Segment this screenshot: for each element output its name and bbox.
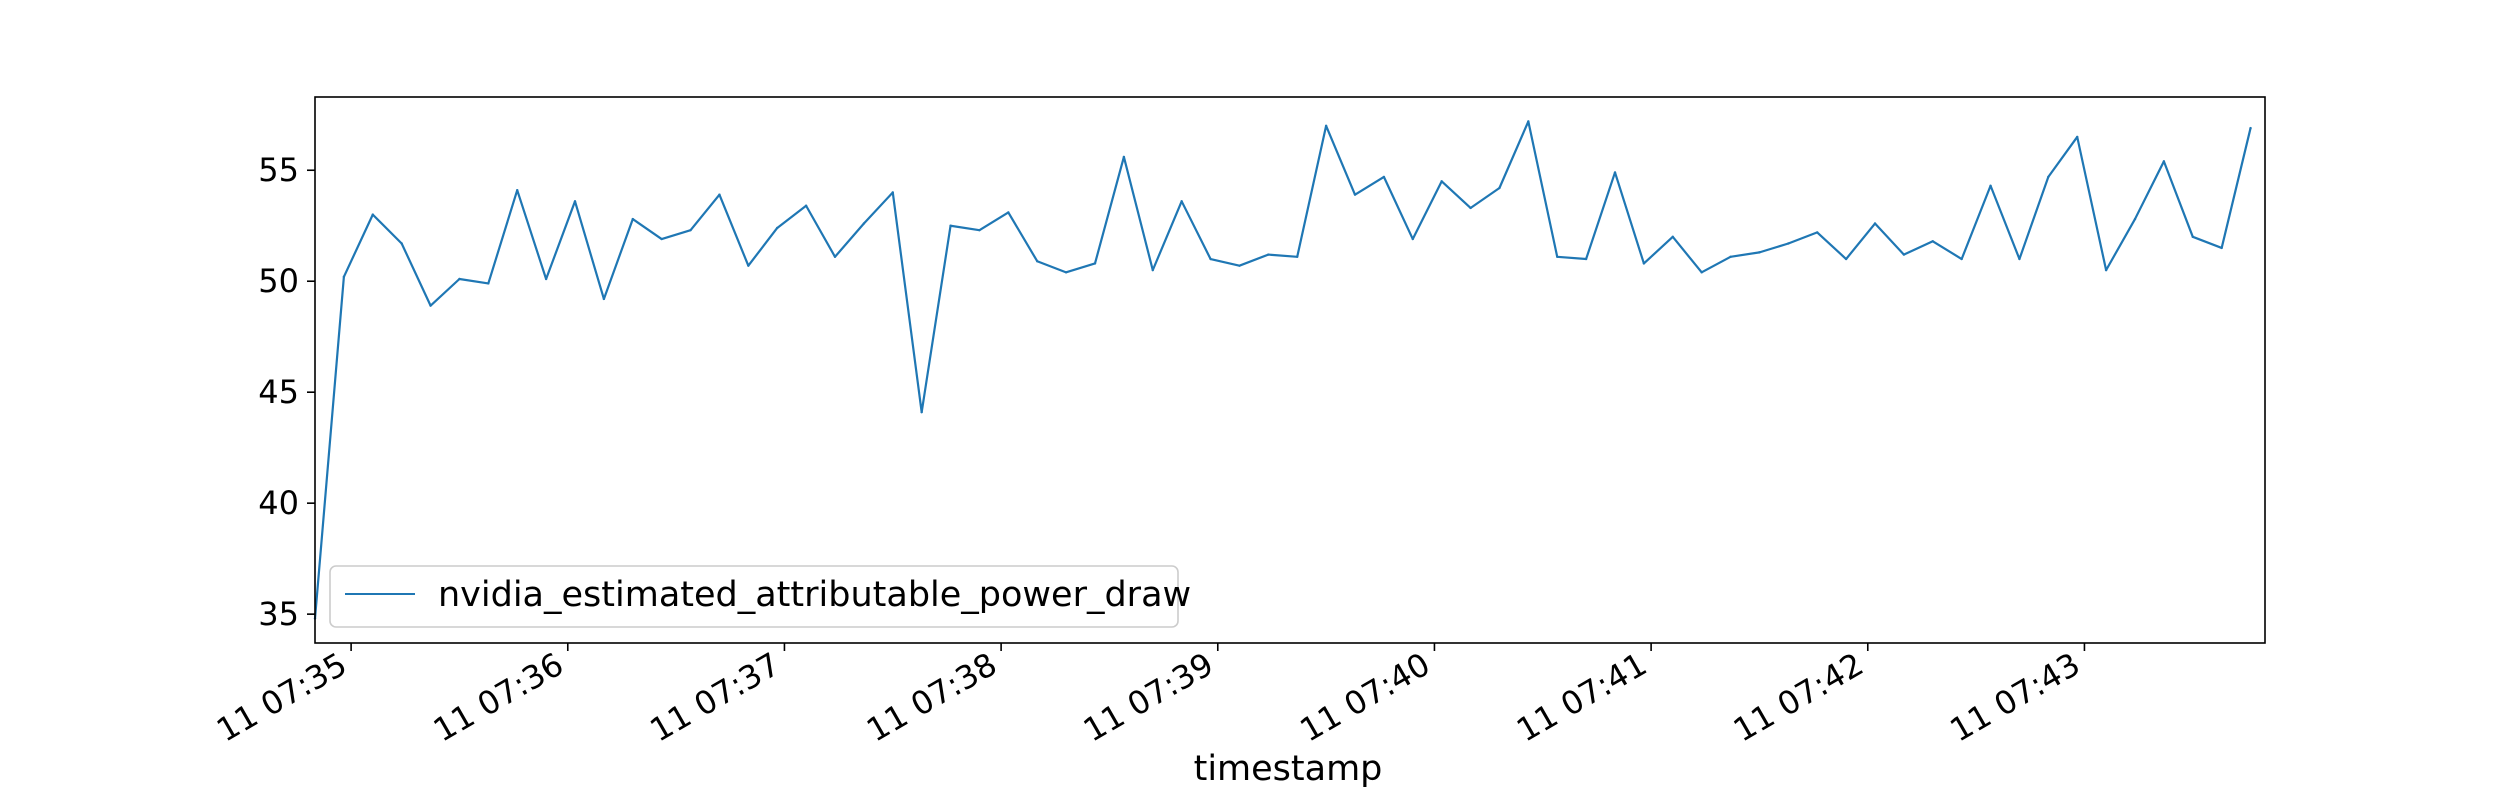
x-tick-label: 11 07:42 [1727,645,1870,749]
series-layer [313,120,2252,620]
y-tick-label: 50 [258,262,299,300]
data-point [1613,171,1617,174]
plot-background [315,97,2265,643]
plot-frame [314,96,2266,644]
data-point [747,264,750,267]
x-tick-label: 11 07:37 [644,645,787,749]
data-point [1960,257,1963,261]
data-point [1642,262,1646,265]
x-tick-label: 11 07:36 [427,645,570,749]
data-point [1064,271,1068,274]
data-point [1411,237,1414,241]
legend: nvidia_estimated_attributable_power_draw [329,565,1191,628]
y-axis: 35 40 45 50 55 [258,151,315,633]
data-point [978,228,981,232]
data-point [573,200,577,203]
x-tick-label: 11 07:40 [1294,645,1437,749]
x-tick-label: 11 07:41 [1510,645,1653,749]
data-point [2249,126,2252,130]
data-point [1036,260,1039,263]
data-point [949,224,952,227]
data-point [1180,200,1183,203]
data-point [458,277,461,281]
data-point [804,204,808,207]
data-point [342,275,346,278]
data-point [1931,240,1934,243]
data-point [2133,217,2137,221]
data-point [1093,262,1097,265]
data-point [1729,255,1732,258]
data-point [1873,222,1877,225]
data-point [487,282,490,285]
x-axis: 11 07:35 11 07:36 11 07:37 11 07:38 11 07:39… [210,643,2086,749]
data-point [660,237,663,241]
data-point [2162,160,2166,163]
data-point [1122,155,1126,159]
data-point [2076,135,2079,139]
y-tick-label: 45 [258,373,299,411]
data-point [920,410,923,414]
data-point [602,297,606,301]
data-point [1440,180,1443,183]
data-point [1007,211,1010,214]
legend-label: nvidia_estimated_attributable_power_draw [438,575,1191,615]
data-point [862,222,866,225]
x-tick-label: 11 07:38 [860,645,1003,749]
y-tick-label: 40 [258,484,299,522]
data-point [1296,255,1299,258]
x-tick-label: 11 07:39 [1077,645,1220,749]
data-point [1844,257,1848,261]
data-point [544,277,548,281]
data-point [1758,251,1761,254]
data-point [833,255,837,258]
data-point [631,217,634,221]
series-line [313,120,2252,619]
data-point [2191,235,2194,239]
data-point [689,228,692,232]
x-tick-label: 11 07:43 [1944,645,2087,749]
data-point [1527,120,1530,123]
y-tick-label: 35 [258,595,299,633]
data-point [1324,124,1328,128]
data-point [1700,271,1703,274]
data-point [1469,206,1472,210]
data-point [1816,231,1819,234]
data-point [429,304,432,307]
data-point [891,191,894,194]
data-point [1671,235,1674,239]
data-point [1238,264,1241,267]
data-point [1353,193,1357,196]
data-point [516,189,519,192]
x-tick-label: 11 07:35 [210,645,353,749]
data-point [1902,253,1906,256]
y-tick-label: 55 [258,151,299,189]
data-point [1556,255,1559,258]
data-point [776,226,779,230]
data-point [400,242,403,245]
data-point [2018,257,2021,261]
data-point [2220,246,2223,250]
data-point [1382,175,1386,179]
data-point [1209,257,1212,261]
x-axis-label: timestamp [1194,749,1383,789]
data-point [1584,257,1588,261]
data-point [2104,268,2108,272]
data-point [1787,242,1790,245]
legend-box [329,565,1179,628]
data-point [1151,268,1154,272]
data-point [2047,175,2050,179]
data-point [718,193,721,196]
data-point [371,213,374,216]
data-point [1267,253,1270,256]
data-point [1989,184,1992,187]
data-point [1498,186,1501,190]
